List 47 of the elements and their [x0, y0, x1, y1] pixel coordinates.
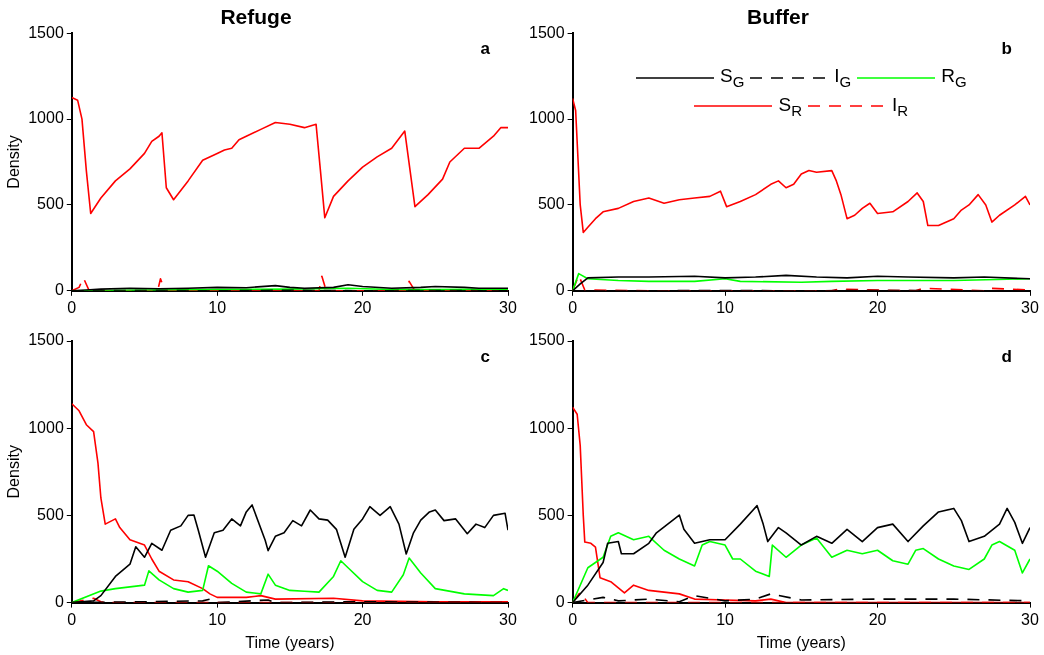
x-tick-label: 20	[868, 610, 887, 628]
x-axis-title: Time (years)	[245, 633, 335, 651]
y-tick-label: 1500	[28, 23, 64, 41]
x-tick-label: 20	[868, 298, 887, 316]
x-tick-label: 10	[716, 298, 735, 316]
y-tick-label: 1500	[529, 23, 565, 41]
legend-label: I$_{R}$	[892, 93, 909, 119]
x-tick-label: 10	[716, 610, 735, 628]
y-tick-label: 1000	[529, 109, 565, 127]
x-tick-label: 10	[208, 298, 227, 316]
legend-label: S$_{R}$	[778, 93, 802, 119]
x-axis-title: Time (years)	[756, 633, 846, 651]
y-axis-title: Density	[5, 135, 23, 189]
x-tick-label: 0	[67, 298, 77, 316]
chart-title: Buffer	[747, 5, 809, 29]
y-tick-label: 1500	[28, 331, 64, 349]
y-tick-label: 0	[555, 593, 565, 611]
x-tick-label: 0	[568, 610, 578, 628]
y-tick-label: 1000	[529, 418, 565, 436]
x-tick-label: 30	[499, 298, 517, 316]
x-tick-label: 20	[353, 610, 372, 628]
legend-label: S$_{G}$	[719, 65, 745, 90]
y-tick-label: 1500	[529, 331, 565, 349]
x-tick-label: 10	[208, 610, 227, 628]
annotation: d	[1001, 347, 1012, 367]
y-tick-label: 500	[37, 195, 64, 213]
y-tick-label: 1000	[28, 418, 64, 436]
annotation: b	[1001, 39, 1012, 59]
x-tick-label: 30	[499, 610, 517, 628]
y-tick-label: 500	[37, 505, 64, 523]
y-tick-label: 0	[54, 281, 64, 299]
x-tick-label: 0	[568, 298, 578, 316]
y-tick-label: 0	[555, 281, 565, 299]
annotation: a	[480, 39, 491, 59]
y-tick-label: 1000	[28, 109, 64, 127]
legend-label: R$_{G}$	[941, 65, 967, 90]
x-tick-label: 30	[1021, 610, 1039, 628]
y-axis-title: Density	[5, 445, 23, 499]
legend-label: I$_{G}$	[834, 65, 852, 90]
y-tick-label: 0	[54, 593, 64, 611]
annotation: c	[480, 347, 490, 367]
chart-title: Refuge	[220, 5, 292, 29]
x-tick-label: 0	[67, 610, 77, 628]
x-tick-label: 30	[1021, 298, 1039, 316]
y-tick-label: 500	[537, 505, 565, 523]
x-tick-label: 20	[353, 298, 372, 316]
y-tick-label: 500	[537, 195, 565, 213]
